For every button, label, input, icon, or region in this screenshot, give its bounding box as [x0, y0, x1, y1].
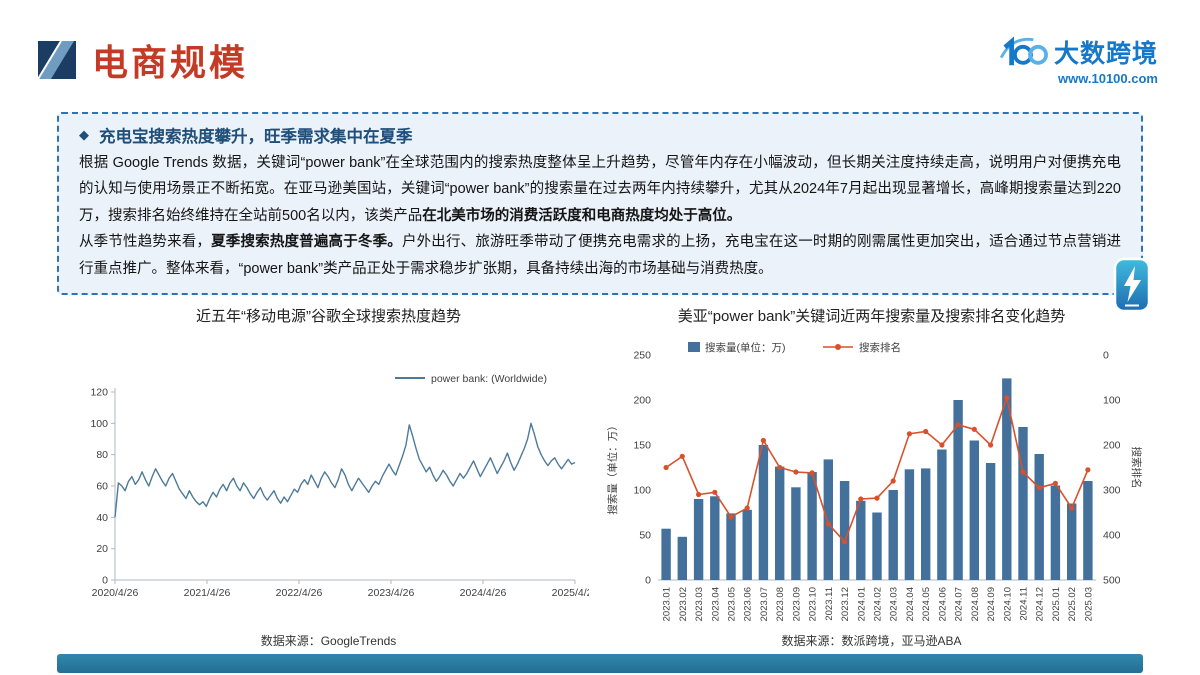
svg-text:2023.04: 2023.04: [710, 587, 721, 621]
svg-text:2024.10: 2024.10: [1002, 587, 1013, 621]
callout-paragraph-2: 从季节性趋势来看，夏季搜索热度普遍高于冬季。户外出行、旅游旺季带动了便携充电需求…: [79, 234, 1122, 277]
title-group: 电商规模: [38, 34, 248, 86]
svg-text:2024.07: 2024.07: [953, 587, 964, 621]
svg-text:2021/4/26: 2021/4/26: [183, 587, 230, 599]
svg-text:2024.02: 2024.02: [872, 587, 883, 621]
amazon-search-combo-chart: 0 50 100 150 200 250 0 100 200 300 400 500 搜索量（单位：万）…: [606, 341, 1142, 621]
svg-text:2023.01: 2023.01: [661, 587, 672, 621]
callout-paragraph-1: 根据 Google Trends 数据，关键词“power bank”在全球范围…: [79, 155, 1121, 224]
svg-text:2025.02: 2025.02: [1067, 587, 1078, 621]
svg-text:2023.08: 2023.08: [775, 587, 786, 621]
svg-text:0: 0: [102, 575, 108, 587]
lightning-icon: [1124, 265, 1141, 302]
svg-text:2024.01: 2024.01: [856, 587, 867, 621]
svg-text:2024.04: 2024.04: [904, 587, 915, 621]
header-bar: 电商规模 大数跨境 www.10100.com: [38, 34, 1158, 86]
svg-text:200: 200: [1103, 440, 1121, 452]
callout-title: 充电宝搜索热度攀升，旺季需求集中在夏季: [99, 128, 413, 146]
svg-text:100: 100: [1103, 395, 1121, 407]
left-chart-source: 数据来源：GoogleTrends: [260, 634, 397, 648]
svg-text:2025.03: 2025.03: [1083, 587, 1094, 621]
svg-text:20: 20: [96, 543, 108, 555]
svg-text:power bank: (Worldwide): power bank: (Worldwide): [431, 373, 547, 385]
svg-text:2023.05: 2023.05: [726, 587, 737, 621]
svg-text:300: 300: [1103, 485, 1121, 497]
title-square-icon: [38, 41, 76, 79]
svg-text:2022/4/26: 2022/4/26: [275, 587, 322, 599]
brand-logo: 大数跨境 www.10100.com: [996, 34, 1158, 86]
svg-text:2023.09: 2023.09: [791, 587, 802, 621]
power-bank-icon: [1113, 257, 1151, 313]
svg-text:2023.06: 2023.06: [742, 587, 753, 621]
footer-bar: [57, 654, 1143, 673]
svg-text:2024.03: 2024.03: [888, 587, 899, 621]
svg-text:2025/4/26: 2025/4/26: [551, 587, 588, 599]
svg-text:2024.09: 2024.09: [986, 587, 997, 621]
svg-text:400: 400: [1103, 530, 1121, 542]
svg-text:2023.07: 2023.07: [758, 587, 769, 621]
diamond-icon: ◆: [79, 127, 89, 142]
summary-callout: ◆ 充电宝搜索热度攀升，旺季需求集中在夏季 根据 Google Trends 数…: [57, 112, 1151, 313]
svg-text:2023.10: 2023.10: [807, 587, 818, 621]
brand-website: www.10100.com: [1058, 71, 1158, 86]
svg-text:2020/4/26: 2020/4/26: [91, 587, 138, 599]
svg-text:2023/4/26: 2023/4/26: [367, 587, 414, 599]
svg-text:200: 200: [633, 395, 651, 407]
svg-text:120: 120: [90, 387, 108, 399]
svg-text:2024.06: 2024.06: [937, 587, 948, 621]
svg-text:0: 0: [1103, 350, 1109, 362]
svg-text:2024.11: 2024.11: [1018, 587, 1029, 621]
svg-text:100: 100: [633, 485, 651, 497]
svg-text:搜索排名: 搜索排名: [859, 341, 901, 354]
svg-text:60: 60: [96, 481, 108, 493]
svg-text:2024.12: 2024.12: [1034, 587, 1045, 621]
svg-text:500: 500: [1103, 575, 1121, 587]
svg-text:0: 0: [645, 575, 651, 587]
chart-amazon-search: 美亚“power bank”关键词近两年搜索量及搜索排名变化趋势 0 50 100 1…: [600, 305, 1143, 649]
svg-text:40: 40: [96, 512, 108, 524]
charts-section: 近五年“移动电源”谷歌全球搜索热度趋势 0 20 40 60 80 100 120 2020/…: [57, 305, 1143, 649]
svg-text:50: 50: [639, 530, 651, 542]
brand-logo-icon: [999, 36, 1048, 66]
chart-google-trends: 近五年“移动电源”谷歌全球搜索热度趋势 0 20 40 60 80 100 120 2020/…: [57, 305, 600, 649]
svg-text:2023.02: 2023.02: [677, 587, 688, 621]
right-chart-source: 数据来源：数派跨境，亚马逊ABA: [781, 634, 962, 648]
svg-text:2024.08: 2024.08: [969, 587, 980, 621]
svg-text:2024.05: 2024.05: [921, 587, 932, 621]
google-trends-line-chart: 0 20 40 60 80 100 120 2020/4/26 2021/4/26 2022/4/…: [90, 373, 589, 599]
svg-text:2024/4/26: 2024/4/26: [459, 587, 506, 599]
svg-text:100: 100: [90, 418, 108, 430]
right-chart-title: 美亚“power bank”关键词近两年搜索量及搜索排名变化趋势: [677, 308, 1066, 325]
svg-text:2023.03: 2023.03: [694, 587, 705, 621]
svg-text:150: 150: [633, 440, 651, 452]
svg-text:80: 80: [96, 449, 108, 461]
svg-text:250: 250: [633, 350, 651, 362]
page-title: 电商规模: [92, 42, 249, 83]
svg-text:搜索量（单位：万）: 搜索量（单位：万）: [606, 420, 619, 515]
svg-text:搜索排名: 搜索排名: [1130, 447, 1142, 489]
left-chart-title: 近五年“移动电源”谷歌全球搜索热度趋势: [196, 308, 461, 325]
callout-header: ◆ 充电宝搜索热度攀升，旺季需求集中在夏季: [79, 123, 1121, 147]
svg-text:2025.01: 2025.01: [1050, 587, 1061, 621]
svg-text:2023.12: 2023.12: [840, 587, 851, 621]
svg-text:2023.11: 2023.11: [823, 587, 834, 621]
svg-text:搜索量(单位：万): 搜索量(单位：万): [705, 341, 786, 354]
brand-name: 大数跨境: [1053, 40, 1158, 68]
